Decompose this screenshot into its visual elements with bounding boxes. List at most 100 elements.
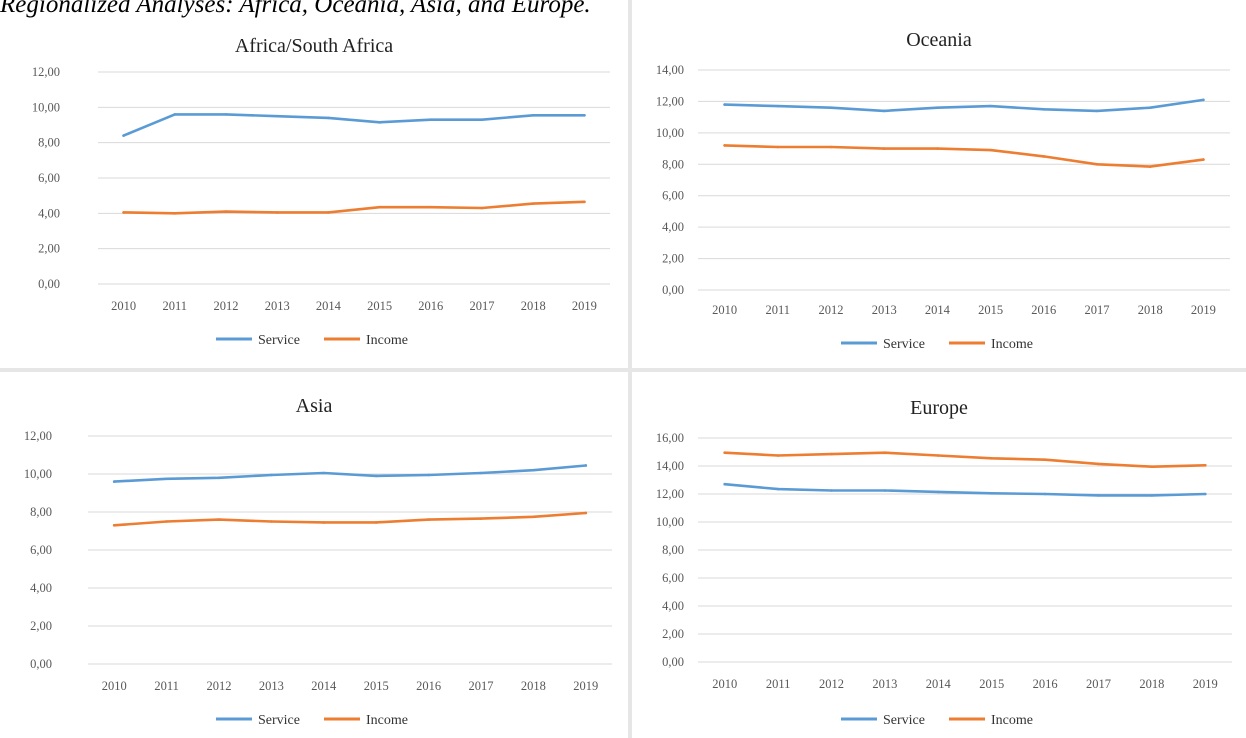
data-point-service [723,482,726,486]
data-point-income [327,211,330,214]
figure-caption: Regionalized Analyses: Africa, Oceania, … [0,0,591,18]
data-point-income [322,521,326,524]
x-tick-label: 2010 [111,299,136,313]
y-tick-label: 12,00 [32,65,60,79]
legend-label-service: Service [258,333,300,348]
x-tick-label: 2010 [102,679,127,693]
data-point-income [882,147,886,150]
data-point-income [776,454,780,457]
data-point-income [275,211,279,214]
data-point-service [427,473,430,477]
x-tick-label: 2018 [1139,677,1164,691]
data-point-income [776,145,780,149]
x-tick-label: 2019 [1191,303,1216,317]
data-point-service [224,113,228,116]
x-tick-label: 2010 [712,677,737,691]
data-point-service [429,118,433,121]
y-tick-label: 14,00 [656,459,684,473]
data-point-service [936,106,939,110]
legend-label-income: Income [991,337,1033,352]
data-point-service [322,471,326,475]
y-tick-label: 4,00 [662,220,684,234]
data-point-income [479,517,483,520]
data-point-income [1150,465,1154,468]
data-point-income [429,205,433,209]
x-tick-label: 2013 [259,679,284,693]
data-point-service [1043,492,1047,496]
chart-panel-africa: Africa/South Africa 0,00 2,00 4,00 6,00 8,00 1… [0,20,628,368]
y-tick-label: 2,00 [662,252,684,266]
data-point-service [584,464,588,467]
data-point-income [531,202,535,205]
y-tick-label: 8,00 [662,157,684,171]
legend-label-service: Service [883,337,925,352]
x-tick-label: 2012 [207,679,232,693]
x-tick-label: 2017 [470,299,495,313]
data-point-service [1042,107,1046,111]
x-tick-label: 2011 [163,299,188,313]
x-tick-label: 2019 [1193,677,1218,691]
data-point-income [829,145,833,149]
y-tick-label: 6,00 [662,189,684,203]
x-tick-label: 2019 [573,679,598,693]
y-tick-label: 6,00 [662,571,684,585]
y-tick-label: 4,00 [38,206,60,220]
data-point-service [173,113,177,116]
x-tick-label: 2018 [1138,303,1163,317]
y-tick-label: 6,00 [38,171,60,185]
x-tick-label: 2015 [979,677,1004,691]
legend-label-service: Service [883,713,925,728]
data-point-service [990,492,993,495]
x-tick-label: 2011 [766,677,791,691]
x-tick-label: 2012 [819,303,844,317]
data-point-service [275,114,279,118]
data-point-service [723,103,726,106]
data-point-service [883,489,887,492]
y-tick-label: 0,00 [662,283,684,297]
x-tick-label: 2016 [1031,303,1056,317]
data-point-income [1202,158,1205,161]
x-tick-label: 2014 [925,303,951,317]
data-point-service [112,480,116,483]
y-tick-label: 8,00 [30,505,52,519]
data-point-service [480,118,484,121]
data-point-income [1043,458,1047,461]
y-tick-label: 14,00 [656,63,684,77]
y-tick-label: 10,00 [32,100,60,114]
x-tick-label: 2014 [926,677,952,691]
x-tick-label: 2016 [418,299,443,313]
data-point-income [723,451,726,454]
chart-panel-europe: Europe 0,00 2,00 4,00 6,00 8,00 10,00 12,00 14,0… [632,372,1246,738]
x-tick-label: 2017 [469,679,494,693]
data-point-service [989,104,992,108]
legend-label-income: Income [991,713,1033,728]
data-point-income [165,520,168,523]
x-tick-label: 2015 [367,299,392,313]
x-tick-label: 2013 [265,299,290,313]
y-tick-label: 10,00 [656,126,684,140]
x-tick-label: 2012 [819,677,844,691]
data-point-service [1097,494,1100,497]
data-point-income [723,144,726,147]
chart-title: Asia [296,395,333,417]
data-point-income [480,206,484,210]
data-point-service [1202,98,1205,102]
series-line-service [122,113,586,137]
data-point-service [776,487,780,491]
data-point-service [327,116,330,120]
data-point-service [882,109,886,113]
data-point-service [776,104,780,108]
data-point-income [112,524,116,527]
data-point-income [830,452,833,456]
y-tick-label: 6,00 [30,543,52,557]
data-point-service [378,121,381,124]
data-point-service [1204,492,1207,496]
data-point-income [122,211,125,214]
data-point-income [1095,162,1099,166]
y-tick-label: 16,00 [656,431,684,445]
data-point-service [531,113,535,117]
data-point-service [937,490,940,494]
data-point-service [829,106,833,110]
y-tick-label: 2,00 [30,619,52,633]
x-tick-label: 2014 [316,299,342,313]
